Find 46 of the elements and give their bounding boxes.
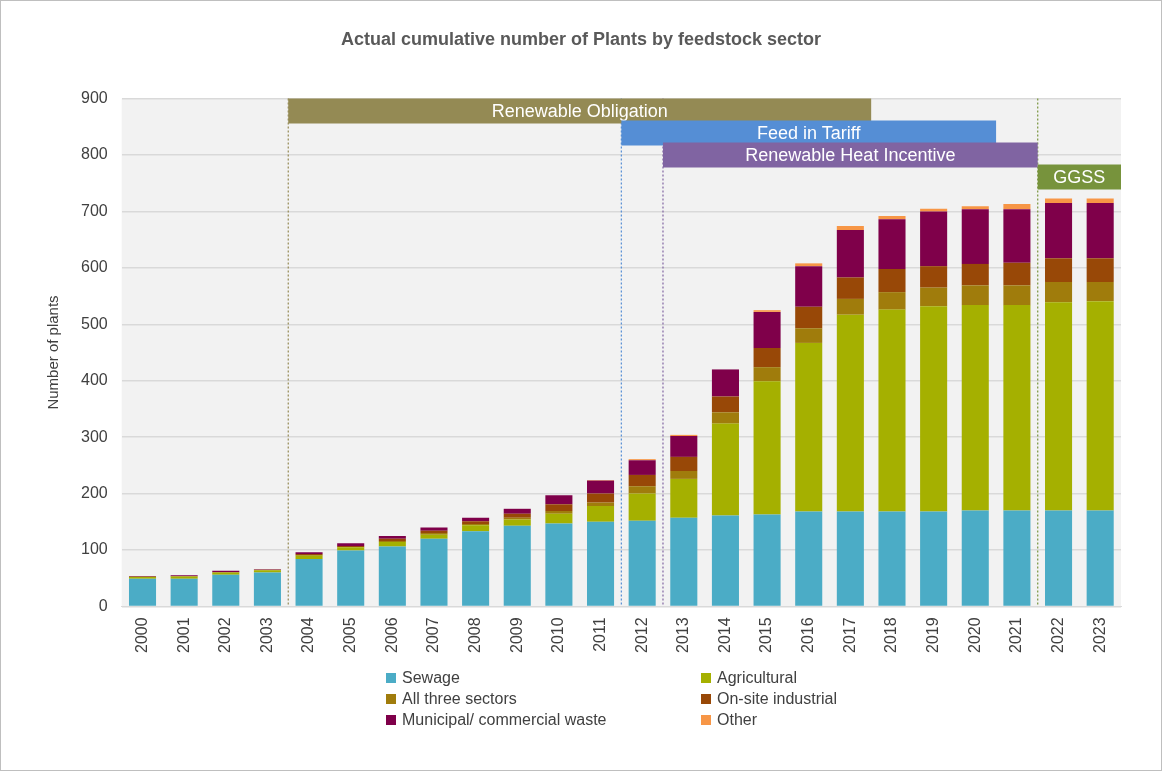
y-tick-label: 300 [80,427,108,445]
x-tick-label: 2009 [507,617,525,653]
legend-label: Sewage [402,669,460,687]
x-tick-label: 2021 [1007,617,1025,653]
x-tick-label: 2007 [424,617,442,653]
x-tick-label: 2005 [341,617,359,653]
x-tick-label: 2000 [132,617,150,653]
y-tick-label: 400 [80,371,108,389]
x-tick-label: 2022 [1048,617,1066,653]
band-label: Renewable Obligation [491,101,668,122]
x-tick-label: 2011 [590,617,608,652]
x-tick-label: 2015 [757,617,775,653]
x-tick-label: 2003 [257,617,275,653]
x-tick-label: 2006 [382,617,400,653]
y-tick-label: 200 [80,483,108,501]
x-tick-label: 2016 [799,617,817,653]
y-tick-label: 900 [80,89,108,107]
chart-title: Actual cumulative number of Plants by feedstock sector [340,28,822,49]
y-tick-label: 600 [80,258,108,276]
y-axis-title: Number of plants [44,295,62,410]
legend-label: Municipal/ commercial waste [402,711,607,729]
legend-label: All three sectors [402,690,517,708]
x-tick-label: 2002 [216,617,234,653]
band-label: Renewable Heat Incentive [745,145,956,166]
x-tick-label: 2020 [965,617,983,653]
x-tick-label: 2010 [549,617,567,653]
y-tick-label: 800 [80,145,108,163]
legend-label: Agricultural [717,669,798,687]
legend-label: On-site industrial [717,690,838,708]
y-tick-label: 700 [80,201,108,219]
x-tick-label: 2008 [466,617,484,653]
band-label: GGSS [1053,167,1106,188]
x-tick-label: 2012 [632,617,650,653]
x-tick-label: 2023 [1090,617,1108,653]
x-tick-label: 2018 [882,617,900,653]
x-tick-label: 2017 [840,617,858,653]
x-tick-label: 2004 [299,617,317,653]
x-tick-label: 2013 [674,617,692,653]
y-tick-label: 0 [98,596,108,614]
x-tick-label: 2019 [924,617,942,653]
band-label: Feed in Tariff [757,123,862,144]
x-tick-label: 2001 [174,617,192,653]
x-tick-label: 2014 [715,617,733,653]
y-tick-label: 500 [80,314,108,332]
y-tick-label: 100 [80,540,108,558]
legend-label: Other [717,711,758,729]
